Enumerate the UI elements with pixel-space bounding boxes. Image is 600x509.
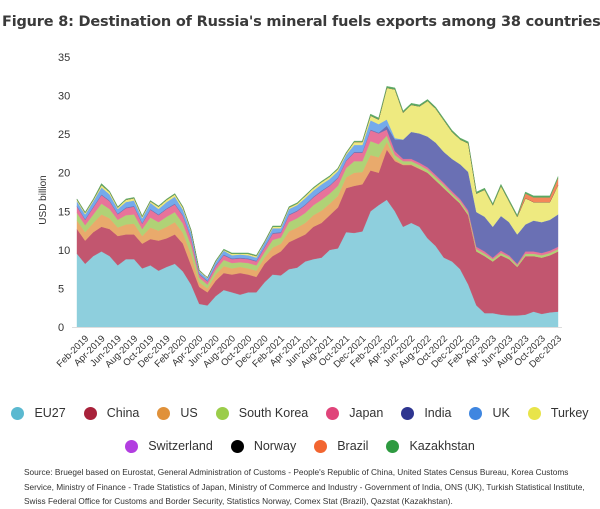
x-axis-ticks: Feb-2019Apr-2019Jun-2019Aug-2019Oct-2019… bbox=[55, 333, 564, 370]
legend-swatch bbox=[314, 439, 328, 453]
y-tick-label: 0 bbox=[58, 322, 64, 334]
y-tick-label: 15 bbox=[58, 206, 70, 218]
legend-label: Japan bbox=[349, 406, 384, 420]
y-tick-label: 20 bbox=[58, 168, 70, 180]
legend-swatch bbox=[401, 406, 415, 420]
legend-item-china[interactable]: China bbox=[83, 406, 140, 420]
y-tick-label: 5 bbox=[58, 283, 64, 295]
legend-item-us[interactable]: US bbox=[157, 406, 198, 420]
area-kazakhstan bbox=[76, 86, 559, 278]
legend-label: Brazil bbox=[337, 439, 369, 453]
legend-label: Switzerland bbox=[148, 439, 213, 453]
legend-row-1: EU27 China US South Korea Japan India UK Turkey bbox=[0, 406, 600, 420]
legend-item-south-korea[interactable]: South Korea bbox=[215, 406, 309, 420]
y-axis-label: USD billion bbox=[38, 175, 49, 224]
legend-swatch bbox=[157, 406, 171, 420]
legend-item-turkey[interactable]: Turkey bbox=[527, 406, 589, 420]
legend-item-norway[interactable]: Norway bbox=[230, 439, 297, 453]
legend-item-uk[interactable]: UK bbox=[469, 406, 510, 420]
legend-label: Norway bbox=[253, 439, 297, 453]
legend-swatch bbox=[215, 406, 229, 420]
legend-label: EU27 bbox=[34, 406, 66, 420]
legend-label: UK bbox=[492, 406, 510, 420]
legend-swatch bbox=[326, 406, 340, 420]
legend-swatch bbox=[11, 406, 25, 420]
y-tick-label: 35 bbox=[58, 52, 70, 64]
legend-label: US bbox=[180, 406, 198, 420]
legend-item-kazakhstan[interactable]: Kazakhstan bbox=[386, 439, 475, 453]
area-layers bbox=[76, 86, 559, 328]
legend-item-brazil[interactable]: Brazil bbox=[314, 439, 368, 453]
legend-label: India bbox=[424, 406, 452, 420]
legend-item-india[interactable]: India bbox=[401, 406, 451, 420]
legend-swatch bbox=[469, 406, 483, 420]
legend-swatch bbox=[230, 439, 244, 453]
figure-title: Figure 8: Destination of Russia's minera… bbox=[2, 14, 600, 30]
legend-item-switzerland[interactable]: Switzerland bbox=[125, 439, 213, 453]
stacked-area-chart: 0 5 10 15 20 25 30 35 Feb-2019Apr-2019Jun-2019A… bbox=[38, 52, 564, 370]
y-axis-ticks: 0 5 10 15 20 25 30 35 bbox=[58, 52, 70, 334]
y-tick-label: 30 bbox=[58, 91, 70, 103]
y-tick-label: 10 bbox=[58, 245, 70, 257]
legend-swatch bbox=[527, 406, 541, 420]
legend-swatch bbox=[83, 406, 97, 420]
y-tick-label: 25 bbox=[58, 129, 70, 141]
legend-label: South Korea bbox=[238, 406, 309, 420]
legend-label: Turkey bbox=[550, 406, 589, 420]
legend-swatch bbox=[125, 439, 139, 453]
legend-swatch bbox=[386, 439, 400, 453]
source-note: Source: Bruegel based on Eurostat, Gener… bbox=[24, 467, 585, 506]
legend-label: Kazakhstan bbox=[409, 439, 475, 453]
legend-row-2: Switzerland Norway Brazil Kazakhstan bbox=[0, 439, 600, 453]
legend-label: China bbox=[106, 406, 140, 420]
legend-item-eu27[interactable]: EU27 bbox=[11, 406, 66, 420]
legend-item-japan[interactable]: Japan bbox=[326, 406, 383, 420]
